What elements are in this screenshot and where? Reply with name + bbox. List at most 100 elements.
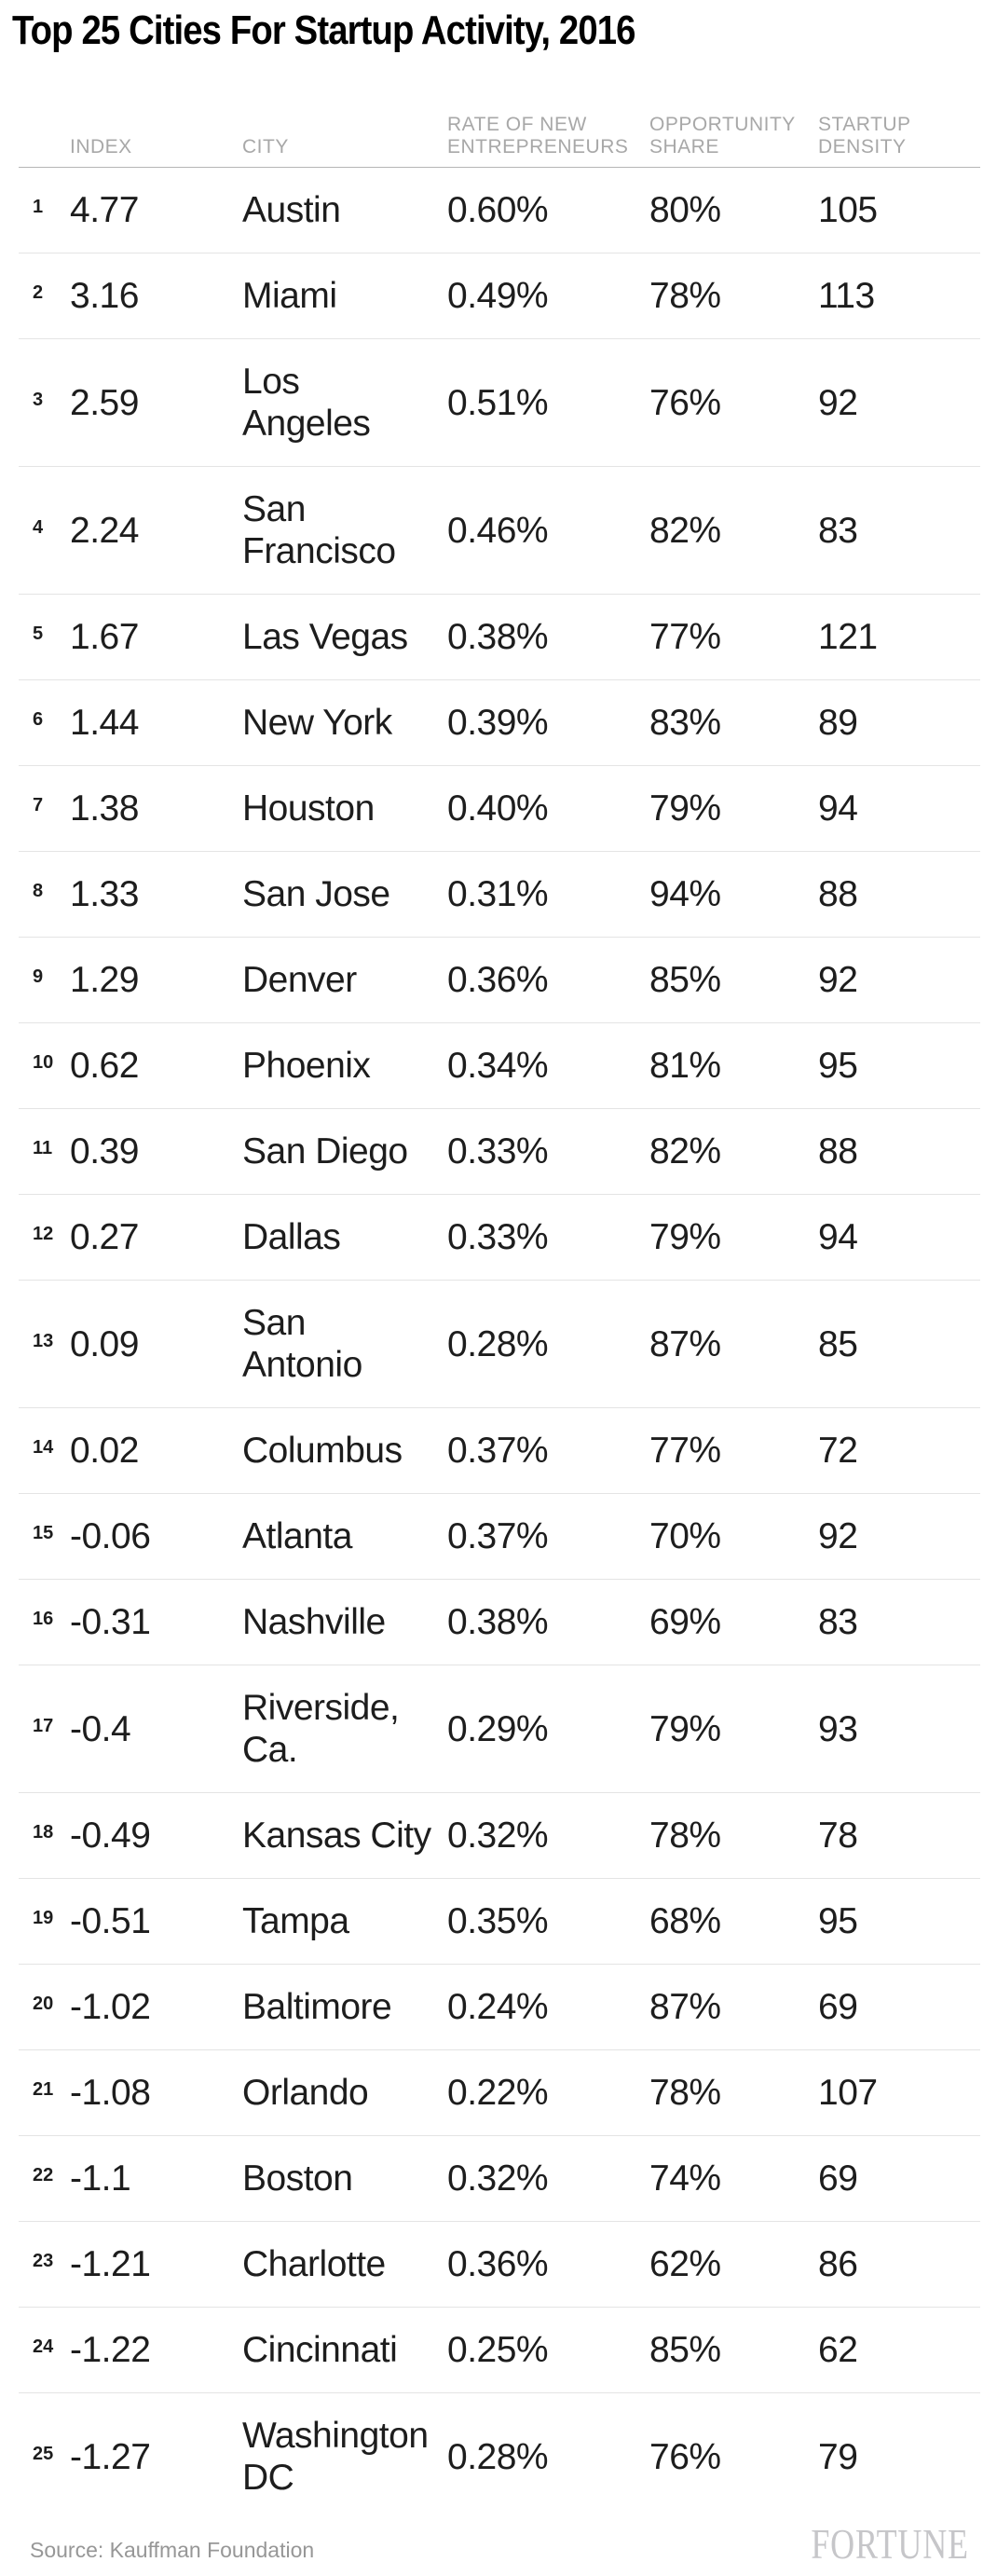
- rate-cell: 0.32%: [447, 2158, 549, 2199]
- rank-cell: 16: [33, 1609, 54, 1629]
- city-cell: Charlotte: [242, 2244, 386, 2284]
- index-cell: -1.1: [70, 2158, 131, 2199]
- table-row: 11 0.39 San Diego 0.33% 82% 88: [19, 1109, 980, 1195]
- rate-cell: 0.49%: [447, 276, 549, 316]
- index-cell: 1.33: [70, 874, 139, 914]
- startup-density-cell: 86: [818, 2244, 858, 2284]
- startup-density-cell: 92: [818, 382, 858, 423]
- rate-cell: 0.29%: [447, 1708, 549, 1749]
- rank-cell: 17: [33, 1715, 54, 1736]
- rank-cell: 19: [33, 1908, 54, 1928]
- rate-cell: 0.39%: [447, 703, 549, 743]
- startup-density-cell: 105: [818, 190, 878, 230]
- rate-cell: 0.31%: [447, 874, 549, 914]
- table-row: 19 -0.51 Tampa 0.35% 68% 95: [19, 1879, 980, 1965]
- city-cell: Atlanta: [242, 1516, 352, 1556]
- index-cell: 4.77: [70, 190, 139, 230]
- city-cell: Washington DC: [242, 2416, 429, 2498]
- index-cell: 1.44: [70, 703, 139, 743]
- index-cell: 1.38: [70, 788, 139, 829]
- index-cell: 0.09: [70, 1323, 139, 1364]
- city-cell: San Antonio: [242, 1303, 362, 1385]
- table-row: 20 -1.02 Baltimore 0.24% 87% 69: [19, 1965, 980, 2050]
- rank-cell: 4: [33, 516, 44, 538]
- city-cell: Las Vegas: [242, 617, 408, 657]
- opportunity-share-cell: 79%: [649, 1708, 721, 1749]
- rate-cell: 0.36%: [447, 2244, 549, 2284]
- startup-density-cell: 69: [818, 1987, 858, 2027]
- city-cell: Denver: [242, 960, 357, 1000]
- table-row: 3 2.59 Los Angeles 0.51% 76% 92: [19, 339, 980, 467]
- table-row: 10 0.62 Phoenix 0.34% 81% 95: [19, 1023, 980, 1109]
- city-cell: Dallas: [242, 1217, 341, 1257]
- index-cell: 0.02: [70, 1431, 139, 1471]
- rank-cell: 22: [33, 2165, 54, 2185]
- table-row: 24 -1.22 Cincinnati 0.25% 85% 62: [19, 2308, 980, 2393]
- rank-cell: 3: [33, 389, 44, 410]
- opportunity-share-cell: 82%: [649, 1131, 721, 1172]
- startup-density-cell: 83: [818, 510, 858, 551]
- startup-density-cell: 113: [818, 276, 875, 316]
- startup-activity-table: INDEX CITY RATE OF NEW ENTREPRENEURS OPP…: [19, 114, 980, 2520]
- table-row: 22 -1.1 Boston 0.32% 74% 69: [19, 2136, 980, 2222]
- index-cell: -0.49: [70, 1816, 151, 1856]
- startup-density-cell: 89: [818, 703, 858, 743]
- index-cell: -0.06: [70, 1516, 151, 1556]
- opportunity-share-cell: 76%: [649, 382, 721, 423]
- opportunity-share-cell: 85%: [649, 2330, 721, 2370]
- rank-cell: 20: [33, 1994, 54, 2014]
- rate-cell: 0.34%: [447, 1046, 549, 1086]
- table-row: 12 0.27 Dallas 0.33% 79% 94: [19, 1195, 980, 1281]
- rate-cell: 0.28%: [447, 2436, 549, 2477]
- rank-cell: 5: [33, 623, 44, 644]
- opportunity-share-cell: 85%: [649, 960, 721, 1000]
- city-cell: Riverside, Ca.: [242, 1688, 400, 1770]
- rank-cell: 2: [33, 282, 44, 303]
- opportunity-share-cell: 76%: [649, 2436, 721, 2477]
- opportunity-share-cell: 81%: [649, 1046, 721, 1086]
- table-row: 21 -1.08 Orlando 0.22% 78% 107: [19, 2050, 980, 2136]
- opportunity-share-cell: 78%: [649, 276, 721, 316]
- startup-density-cell: 78: [818, 1816, 858, 1856]
- table-row: 7 1.38 Houston 0.40% 79% 94: [19, 766, 980, 852]
- rank-cell: 11: [33, 1138, 53, 1158]
- rank-cell: 24: [33, 2336, 54, 2357]
- index-cell: 3.16: [70, 276, 139, 316]
- startup-density-cell: 88: [818, 1131, 858, 1172]
- city-cell: San Jose: [242, 874, 390, 914]
- startup-density-cell: 62: [818, 2330, 858, 2370]
- startup-density-cell: 121: [818, 617, 878, 657]
- opportunity-share-cell: 62%: [649, 2244, 721, 2284]
- rank-cell: 13: [33, 1330, 54, 1351]
- table-row: 23 -1.21 Charlotte 0.36% 62% 86: [19, 2222, 980, 2308]
- city-cell: Los Angeles: [242, 362, 371, 444]
- table-row: 15 -0.06 Atlanta 0.37% 70% 92: [19, 1494, 980, 1580]
- table-row: 16 -0.31 Nashville 0.38% 69% 83: [19, 1580, 980, 1665]
- fortune-logo: FORTUNE: [811, 2521, 969, 2568]
- rate-cell: 0.51%: [447, 382, 549, 423]
- startup-density-cell: 94: [818, 788, 858, 829]
- city-cell: Boston: [242, 2158, 353, 2199]
- startup-density-cell: 83: [818, 1602, 858, 1642]
- rate-cell: 0.37%: [447, 1431, 549, 1471]
- rank-cell: 9: [33, 966, 44, 987]
- index-cell: -1.27: [70, 2436, 151, 2477]
- index-cell: 0.62: [70, 1046, 139, 1086]
- city-cell: Cincinnati: [242, 2330, 398, 2370]
- table-row: 18 -0.49 Kansas City 0.32% 78% 78: [19, 1793, 980, 1879]
- table-row: 17 -0.4 Riverside, Ca. 0.29% 79% 93: [19, 1665, 980, 1793]
- rate-cell: 0.38%: [447, 617, 549, 657]
- rank-cell: 15: [33, 1523, 54, 1543]
- city-cell: Columbus: [242, 1431, 403, 1471]
- opportunity-share-cell: 79%: [649, 1217, 721, 1257]
- city-cell: San Francisco: [242, 489, 396, 571]
- rate-cell: 0.25%: [447, 2330, 549, 2370]
- opportunity-share-cell: 68%: [649, 1901, 721, 1941]
- column-header-city: CITY: [242, 136, 289, 158]
- source-note: Source: Kauffman Foundation: [30, 2538, 315, 2562]
- startup-density-cell: 79: [818, 2436, 858, 2477]
- index-cell: -0.51: [70, 1901, 151, 1941]
- startup-density-cell: 95: [818, 1901, 858, 1941]
- table-row: 4 2.24 San Francisco 0.46% 82% 83: [19, 467, 980, 595]
